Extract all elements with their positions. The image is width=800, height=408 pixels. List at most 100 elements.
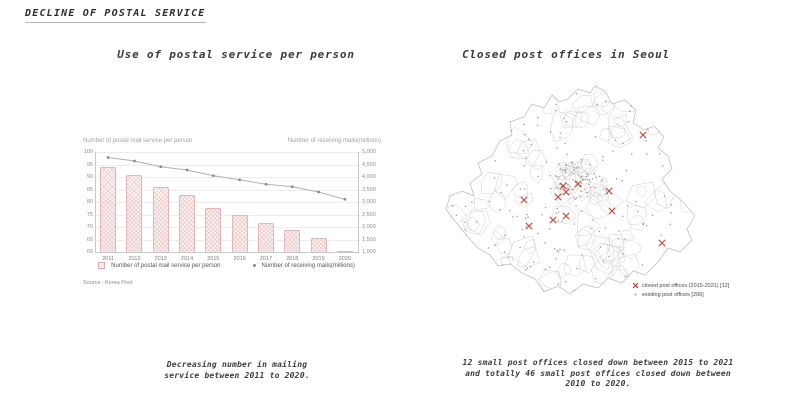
existing-office-dot [563,249,565,252]
gridline [95,227,358,228]
line-series-label: Number of receiving mails(millions) [261,262,355,269]
gridline [95,214,358,216]
existing-office-dot [556,175,558,178]
existing-office-dot [500,191,502,194]
existing-office-dot [523,164,526,167]
existing-office-dot [532,261,535,263]
right-axis-spine [358,152,359,252]
existing-office-dot [586,179,589,181]
existing-office-dot [564,171,567,174]
map-legend-existing: existing post offices [206] [632,291,729,298]
existing-office-dot [544,268,547,270]
seoul-map [445,85,696,295]
existing-office-dot [565,163,567,166]
existing-office-dot [572,168,575,171]
existing-office-dot [584,188,586,190]
existing-office-dot [617,238,620,240]
existing-office-dot [588,183,590,186]
existing-office-dot [519,246,521,249]
existing-office-dot [627,205,629,207]
existing-office-dot [564,169,566,172]
closed-post-offices [520,131,666,247]
existing-office-dot [494,244,496,246]
existing-office-dot [594,277,597,280]
bar-2013 [152,187,169,252]
existing-office-dot [560,168,562,170]
bar-2014 [179,194,196,252]
existing-office-dot [522,149,525,152]
right-axis-tick: 5,000 [362,149,376,155]
map-caption-line: and totally 46 small post offices closed… [465,368,731,378]
existing-office-dot [630,153,633,155]
closed-office-marker [562,188,570,196]
existing-office-dot [645,139,647,142]
existing-office-dot [557,178,560,180]
existing-office-dot [580,210,583,212]
existing-post-offices [451,93,673,292]
bar-2012 [126,174,143,252]
right-axis-tick: 1,000 [362,249,376,255]
existing-office-dot-icon [634,293,637,296]
gridline [95,202,358,203]
existing-office-dot [509,210,511,212]
right-axis-tick: 4,500 [362,161,376,168]
page-title: DECLINE OF POSTAL SERVICE [25,8,206,23]
existing-office-dot [537,232,539,235]
line-point [290,185,294,189]
right-axis-tick: 2,500 [362,211,376,218]
existing-office-dot [586,191,588,194]
existing-office-dot [455,214,458,217]
bar-series-label: Number of postal mail service per person [111,262,221,269]
existing-office-dot [622,253,624,255]
existing-office-dot [630,105,632,107]
left-axis-label: Number of postal mail service per person [83,138,193,144]
seoul-boundary [445,85,696,295]
existing-office-dot [555,212,557,214]
existing-office-dot [557,283,560,285]
existing-office-dot [599,246,602,248]
existing-office-dot [618,230,620,232]
existing-office-dot [580,190,582,192]
x-tick-2019: 2019 [312,256,325,262]
line-point [133,159,136,163]
existing-office-dot [493,177,496,179]
existing-office-dot [575,93,578,95]
left-axis-tick: 90 [86,174,93,180]
map-caption: 12 small post offices closed down betwee… [437,358,759,390]
existing-office-dot [488,200,491,203]
existing-office-dot [579,195,582,198]
chart-title: Use of postal service per person [117,48,355,61]
existing-office-dot [596,103,598,106]
existing-office-dot [507,256,509,258]
existing-office-dot [588,179,591,181]
source-note: Source : Korea Post [83,280,133,286]
district-mesh [446,86,693,292]
existing-office-dot [581,177,584,180]
right-axis-tick: 1,500 [362,236,376,243]
existing-office-dot [557,220,560,222]
closed-office-marker [562,212,570,220]
line-point [343,197,347,201]
existing-office-dot [554,175,557,177]
existing-office-dot [605,189,607,192]
existing-office-dot [565,120,568,123]
map-legend-existing-label: existing post offices [206] [642,291,704,298]
existing-office-dot [589,163,592,166]
x-tick-2013: 2013 [154,256,167,262]
map-legend: closed post offices (2015-2021) [12] exi… [632,282,729,300]
bar-2020 [336,250,353,252]
existing-office-dot [544,242,546,244]
existing-office-dot [624,275,626,277]
existing-office-dot [464,228,466,231]
existing-office-dot [580,182,582,185]
existing-office-dot [555,187,558,189]
existing-office-dot [569,185,571,188]
existing-office-dot [541,214,543,216]
line-point [264,182,268,186]
existing-office-dot [572,166,575,169]
existing-office-dot [624,238,626,240]
existing-office-dot [628,110,631,112]
right-axis-tick: 2,000 [362,224,376,230]
existing-office-dot [659,153,661,155]
closed-office-marker [525,222,533,230]
